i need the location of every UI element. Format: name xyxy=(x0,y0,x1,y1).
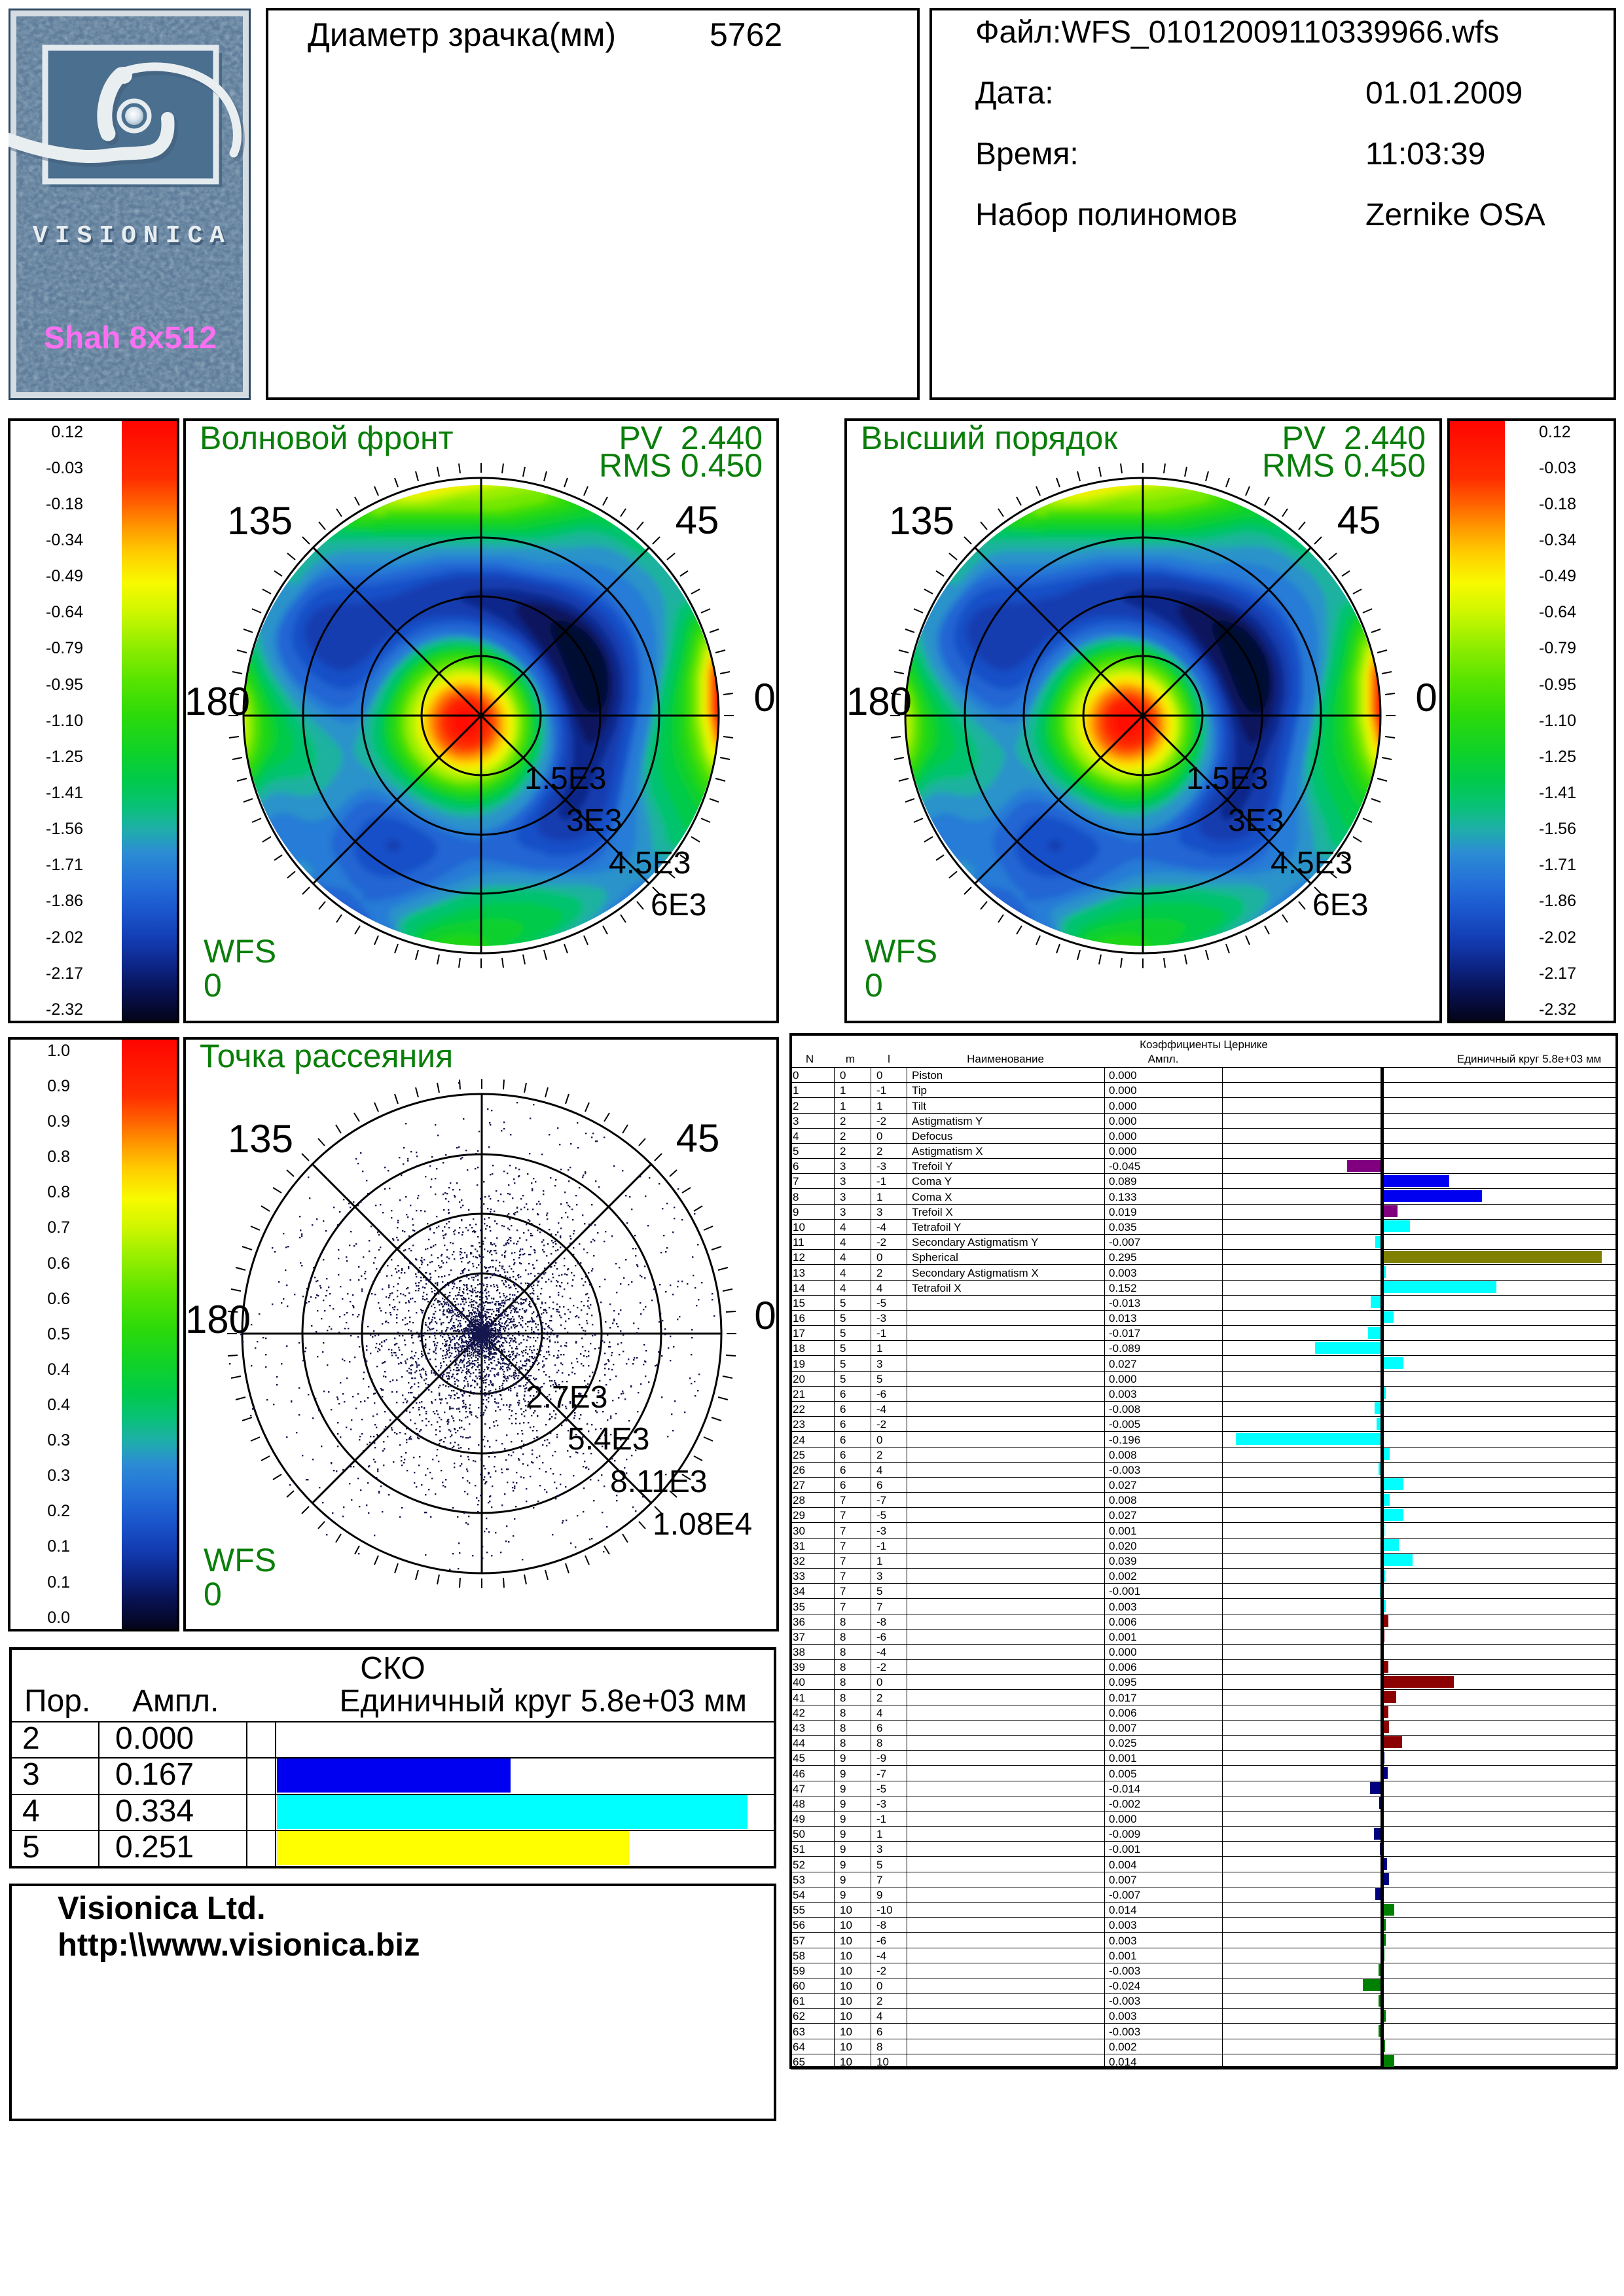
svg-text:VISIONICA: VISIONICA xyxy=(35,225,234,253)
svg-text:Shah 8x512: Shah 8x512 xyxy=(44,321,217,355)
svg-text:VISIONICA: VISIONICA xyxy=(33,222,232,250)
